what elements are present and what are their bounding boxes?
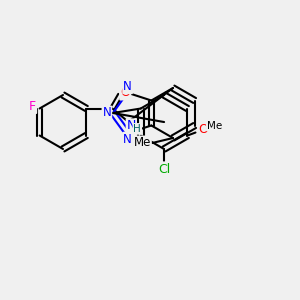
Text: N: N xyxy=(123,80,132,93)
Text: Cl: Cl xyxy=(158,163,170,176)
Text: F: F xyxy=(29,100,36,113)
Text: N: N xyxy=(103,106,111,119)
Text: O: O xyxy=(199,123,208,136)
Text: Me: Me xyxy=(207,121,222,130)
Text: O: O xyxy=(120,86,130,100)
Text: N: N xyxy=(123,133,132,146)
Text: H: H xyxy=(134,124,141,134)
Text: Me: Me xyxy=(134,136,151,149)
Text: N: N xyxy=(127,119,136,132)
